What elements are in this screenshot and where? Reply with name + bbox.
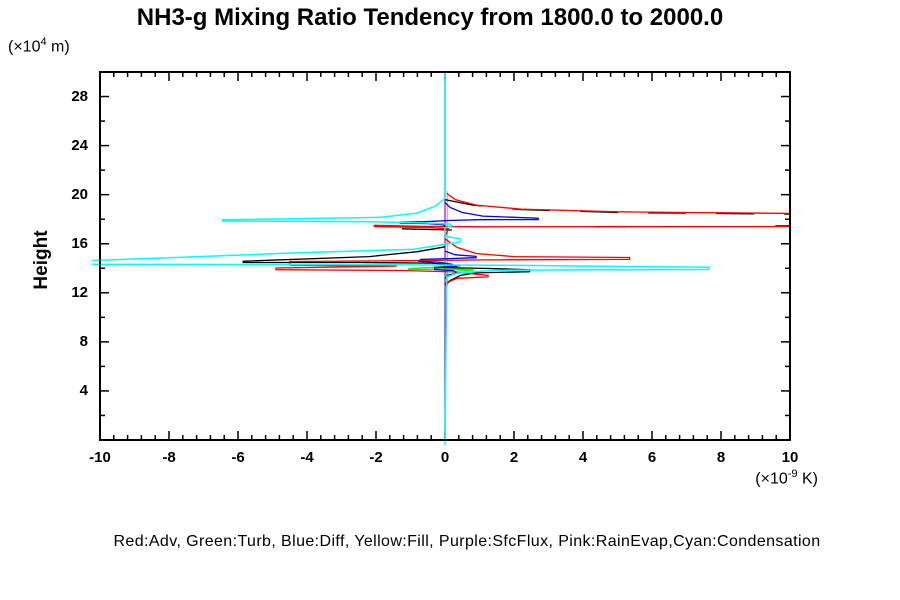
y-tick-label: 16 [71, 234, 88, 252]
y-tick-label: 4 [79, 381, 88, 399]
x-tick-label: 8 [716, 449, 726, 466]
series-diff [417, 250, 477, 279]
chart-canvas [92, 71, 791, 445]
x-tick-label: -4 [300, 449, 314, 466]
x-tick-label: -6 [231, 449, 245, 466]
x-tick-label: 6 [647, 449, 657, 466]
y-tick-label: 20 [71, 185, 88, 203]
x-tick-label: 4 [578, 449, 588, 466]
series-legend: Red:Adv, Green:Turb, Blue:Diff, Yellow:F… [113, 533, 821, 550]
x-tick-label: -10 [89, 449, 111, 466]
x-tick-label: -8 [162, 449, 176, 466]
x-tick-label: -2 [369, 449, 383, 466]
series-adv [446, 192, 790, 215]
y-tick-label: 12 [71, 283, 88, 301]
y-axis-title: Height [31, 230, 52, 290]
page-title: NH3-g Mixing Ratio Tendency from 1800.0 … [136, 4, 724, 31]
series-adv [373, 224, 790, 237]
x-tick-label: 0 [440, 449, 450, 466]
series-turb [408, 259, 475, 278]
series-adv [275, 238, 631, 287]
x-tick-label: 10 [781, 449, 799, 466]
y-tick-label: 8 [79, 332, 88, 350]
series-total [401, 228, 452, 231]
series-condensation [92, 72, 710, 445]
y-tick-label: 28 [71, 87, 88, 105]
x-tick-label: 2 [509, 449, 519, 466]
y-axis-unit-label: (×104 m) [8, 36, 70, 56]
x-axis-unit-label: (×10-9 K) [755, 468, 818, 488]
y-tick-label: 24 [71, 136, 88, 154]
